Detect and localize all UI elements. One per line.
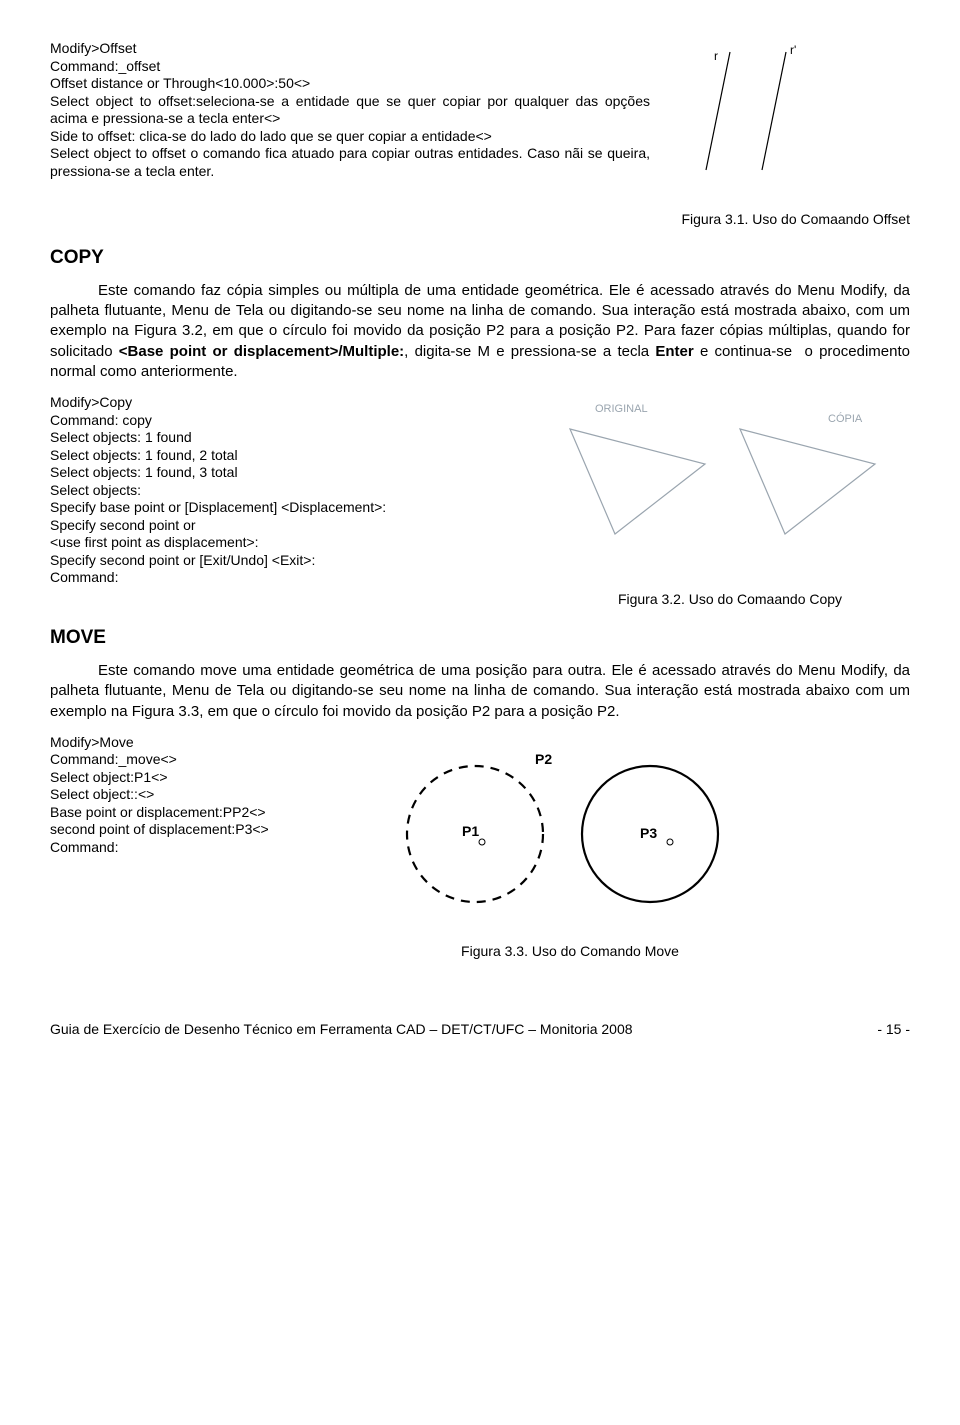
page-footer: Guia de Exercício de Desenho Técnico em … [50, 1020, 910, 1038]
copy-paragraph: Este comando faz cópia simples ou múltip… [50, 281, 910, 382]
copy-line: Command: copy [50, 412, 530, 430]
move-section: Modify>Move Command:_move<> Select objec… [50, 734, 910, 960]
copy-line: <use first point as displacement>: [50, 534, 530, 552]
figure-3-2-caption: Figura 3.2. Uso do Comaando Copy [550, 590, 910, 608]
move-line: Select object::<> [50, 786, 350, 804]
offset-section: Modify>Offset Command:_offset Offset dis… [50, 40, 910, 190]
copy-triangles-svg: ORIGINAL CÓPIA [550, 394, 890, 554]
footer-text: Guia de Exercício de Desenho Técnico em … [50, 1021, 633, 1037]
move-line: Modify>Move [50, 734, 350, 752]
figure-3-1-caption-row: Figura 3.1. Uso do Comaando Offset [50, 210, 910, 228]
move-line: Command:_move<> [50, 751, 350, 769]
offset-line: Command:_offset [50, 58, 650, 76]
copy-section: Modify>Copy Command: copy Select objects… [50, 394, 910, 608]
label-p3: P3 [640, 825, 657, 841]
offset-line: Modify>Offset [50, 40, 650, 58]
label-r: r [714, 49, 718, 63]
figure-3-3-caption: Figura 3.3. Uso do Comando Move [370, 942, 770, 960]
label-original: ORIGINAL [595, 403, 648, 415]
move-line: Select object:P1<> [50, 769, 350, 787]
offset-line: Select object to offset o comando fica a… [50, 145, 650, 180]
move-command-text: Modify>Move Command:_move<> Select objec… [50, 734, 350, 857]
offset-lines-svg: r r' [670, 40, 890, 190]
move-heading: MOVE [50, 626, 910, 651]
move-line: second point of displacement:P3<> [50, 821, 350, 839]
page-number: - 15 - [877, 1020, 910, 1038]
copy-line: Specify base point or [Displacement] <Di… [50, 499, 530, 517]
copy-line: Specify second point or [Exit/Undo] <Exi… [50, 552, 530, 570]
copy-line: Command: [50, 569, 530, 587]
copy-line: Modify>Copy [50, 394, 530, 412]
offset-line: Side to offset: clica-se do lado do lado… [50, 128, 650, 146]
copy-line: Select objects: [50, 482, 530, 500]
copy-heading: COPY [50, 246, 910, 271]
label-p1: P1 [462, 823, 479, 839]
move-line: Command: [50, 839, 350, 857]
label-p2: P2 [535, 751, 552, 767]
copy-line: Select objects: 1 found, 3 total [50, 464, 530, 482]
label-copia: CÓPIA [828, 412, 863, 425]
offset-line: Offset distance or Through<10.000>:50<> [50, 75, 650, 93]
copy-command-text: Modify>Copy Command: copy Select objects… [50, 394, 530, 587]
offset-command-text: Modify>Offset Command:_offset Offset dis… [50, 40, 650, 180]
move-line: Base point or displacement:PP2<> [50, 804, 350, 822]
copy-line: Select objects: 1 found [50, 429, 530, 447]
figure-3-1: r r' [670, 40, 910, 190]
move-paragraph: Este comando move uma entidade geométric… [50, 661, 910, 722]
copy-line: Specify second point or [50, 517, 530, 535]
offset-line: Select object to offset:seleciona-se a e… [50, 93, 650, 128]
figure-3-2: ORIGINAL CÓPIA Figura 3.2. Uso do Comaan… [550, 394, 910, 608]
label-r-prime: r' [790, 43, 796, 57]
copy-line: Select objects: 1 found, 2 total [50, 447, 530, 465]
figure-3-3: P1 P2 P3 Figura 3.3. Uso do Comando Move [370, 734, 770, 960]
move-circles-svg: P1 P2 P3 [370, 734, 750, 934]
figure-3-1-caption: Figura 3.1. Uso do Comaando Offset [681, 211, 910, 227]
